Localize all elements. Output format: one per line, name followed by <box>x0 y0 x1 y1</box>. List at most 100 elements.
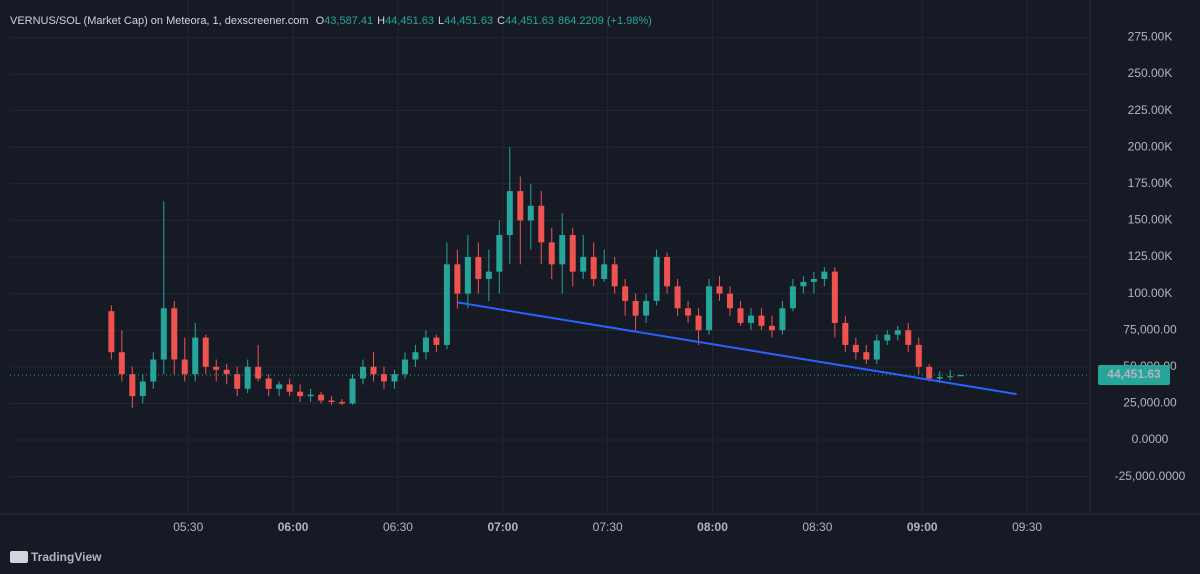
candle-body <box>800 281 807 287</box>
x-tick-label: 08:00 <box>697 520 728 534</box>
candles <box>10 147 1090 408</box>
candle-body <box>706 286 713 331</box>
candle-body <box>884 334 891 341</box>
candle-body <box>863 352 870 360</box>
y-tick-label: 25,000.00 <box>1123 396 1177 410</box>
candle-body <box>915 344 922 367</box>
y-tick-label: 150.00K <box>1128 213 1173 227</box>
logo <box>10 551 28 563</box>
symbol-title: VERNUS/SOL (Market Cap) on Meteora, 1, d… <box>10 15 309 27</box>
candle-body <box>905 330 912 345</box>
candle-body <box>779 308 786 331</box>
candle-body <box>527 205 534 221</box>
ohlc-key: C <box>497 15 505 27</box>
candle-body <box>129 374 136 397</box>
y-tick-label: 175.00K <box>1128 176 1173 190</box>
candle-body <box>789 286 796 309</box>
candle-body <box>108 311 115 353</box>
candle-body <box>737 308 744 323</box>
candle-body <box>506 191 513 236</box>
candle-body <box>276 384 283 389</box>
candle-body <box>349 378 356 404</box>
ohlc-key: H <box>377 15 385 27</box>
candle-body <box>590 257 597 279</box>
candle-body <box>139 381 146 397</box>
candle-body <box>842 322 849 345</box>
candle-body <box>601 264 608 279</box>
candle-body <box>716 286 723 294</box>
candle-body <box>181 359 188 375</box>
axes: 275.00K 250.00K 225.00K 200.00K 175.00K 150.0… <box>173 30 1185 535</box>
candle-body <box>685 308 692 316</box>
y-tick-label: 100.00K <box>1128 286 1173 300</box>
y-tick-label: 275.00K <box>1128 30 1173 44</box>
x-tick-label: 09:00 <box>907 520 938 534</box>
candle-body <box>664 257 671 287</box>
ohlc-value: 43,587.41 <box>324 15 373 27</box>
candle-body <box>821 271 828 279</box>
candle-body <box>286 384 293 392</box>
candle-body <box>517 191 524 221</box>
candle-body <box>727 293 733 309</box>
candle-body <box>475 257 482 279</box>
trendline <box>457 301 1017 396</box>
candle-body <box>926 366 933 379</box>
candle-body <box>171 308 178 360</box>
candle-body <box>496 235 503 272</box>
x-tick-label: 09:30 <box>1012 520 1042 534</box>
ohlc-value: 44,451.63 <box>505 15 554 27</box>
candle-body <box>150 359 157 382</box>
ohlc-key: L <box>438 15 444 27</box>
candle-body <box>622 286 629 301</box>
x-tick-label: 05:30 <box>173 520 203 534</box>
ohlc-value: 44,451.63 <box>444 15 493 27</box>
candle-body <box>852 344 859 353</box>
candle-body <box>318 394 325 401</box>
candle-body <box>611 264 618 287</box>
candle-body <box>307 394 314 397</box>
candle-body <box>831 271 838 323</box>
candle-body <box>947 376 954 378</box>
legend-header: VERNUS/SOL (Market Cap) on Meteora, 1, d… <box>10 15 652 27</box>
candle-body <box>957 374 964 377</box>
candle-body <box>244 366 251 389</box>
candle-body <box>339 401 346 404</box>
y-tick-label: 225.00K <box>1128 103 1173 117</box>
candle-body <box>758 315 765 326</box>
y-tick-label: 0.0000 <box>1132 432 1169 446</box>
candle-body <box>443 264 450 345</box>
change: 864.2209 (+1.98%) <box>558 15 652 27</box>
last-price-label: 44,451.63 <box>1107 367 1161 381</box>
candle-body <box>810 278 817 282</box>
candle-body <box>768 325 775 331</box>
candle-body <box>653 257 660 301</box>
ohlc-key: O <box>316 15 325 27</box>
candle-body <box>559 235 566 265</box>
candle-body <box>360 366 367 379</box>
candle-body <box>265 378 272 389</box>
candle-body <box>202 337 209 367</box>
candle-body <box>118 352 125 375</box>
y-tick-label: 125.00K <box>1128 249 1173 263</box>
candle-body <box>192 337 199 375</box>
candle-body <box>370 366 377 375</box>
candle-body <box>873 340 880 360</box>
watermark-text: TradingView <box>31 550 102 564</box>
last-price-box <box>1098 364 1170 385</box>
candle-body <box>548 242 555 265</box>
y-tick-label: -25,000.0000 <box>1115 469 1186 483</box>
ohlc-value: 44,451.63 <box>385 15 434 27</box>
candle-body <box>485 271 492 279</box>
candle-body <box>894 330 901 335</box>
candle-body <box>422 337 429 353</box>
y-tick-label: 250.00K <box>1128 66 1173 80</box>
candle-body <box>580 257 587 272</box>
x-tick-label: 07:00 <box>487 520 518 534</box>
y-tick-label: 75,000.00 <box>1123 322 1177 336</box>
y-tick-label: 200.00K <box>1128 139 1173 153</box>
candle-body <box>391 374 398 382</box>
x-tick-label: 07:30 <box>593 520 623 534</box>
candle-body <box>433 337 440 345</box>
